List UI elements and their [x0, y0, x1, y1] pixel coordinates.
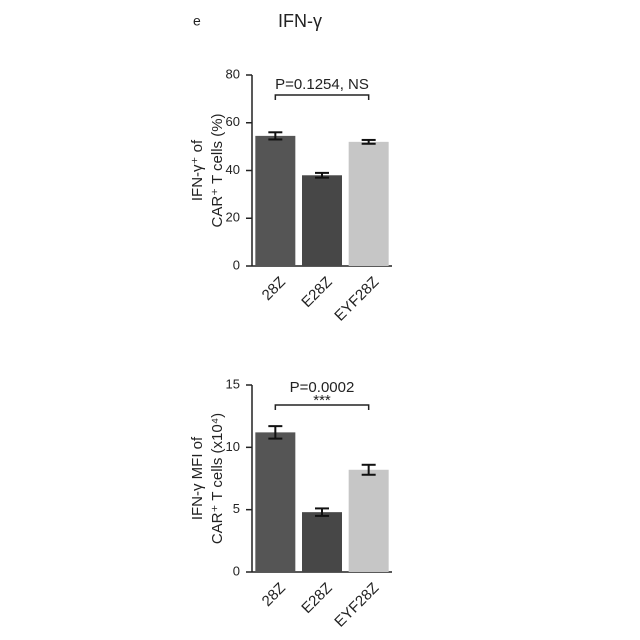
y-tick-label: 0: [233, 563, 240, 578]
bar: [349, 142, 389, 266]
significance-bracket: [275, 95, 368, 100]
y-tick-label: 80: [226, 66, 240, 81]
y-tick-label: 20: [226, 210, 240, 225]
y-axis-label: CAR⁺ T cells (x10⁴): [209, 413, 226, 544]
y-axis-label: CAR⁺ T cells (%): [209, 113, 226, 227]
x-tick-label: E28Z: [298, 580, 335, 617]
x-tick-label: 28Z: [259, 580, 289, 610]
x-tick-label: E28Z: [298, 274, 335, 311]
bar: [255, 136, 295, 266]
y-tick-label: 40: [226, 162, 240, 177]
x-tick-label: 28Z: [259, 274, 289, 304]
figure: e IFN-γ 020406080IFN-γ⁺ ofCAR⁺ T cells (…: [0, 0, 640, 640]
y-tick-label: 10: [226, 439, 240, 454]
y-tick-label: 15: [226, 376, 240, 391]
bar: [349, 470, 389, 572]
y-axis-label: IFN-γ MFI of: [189, 436, 206, 520]
y-tick-label: 5: [233, 501, 240, 516]
annotation: ***: [313, 392, 331, 409]
panel-label: e: [193, 13, 201, 29]
y-tick-label: 0: [233, 257, 240, 272]
y-axis-label: IFN-γ⁺ of: [189, 139, 206, 201]
x-tick-label: EYF28Z: [331, 580, 382, 631]
annotation: P=0.1254, NS: [275, 76, 369, 93]
panel-title: IFN-γ: [278, 11, 322, 31]
x-tick-label: EYF28Z: [331, 274, 382, 325]
y-tick-label: 60: [226, 114, 240, 129]
bar: [302, 175, 342, 266]
bar: [255, 432, 295, 572]
bar: [302, 512, 342, 572]
